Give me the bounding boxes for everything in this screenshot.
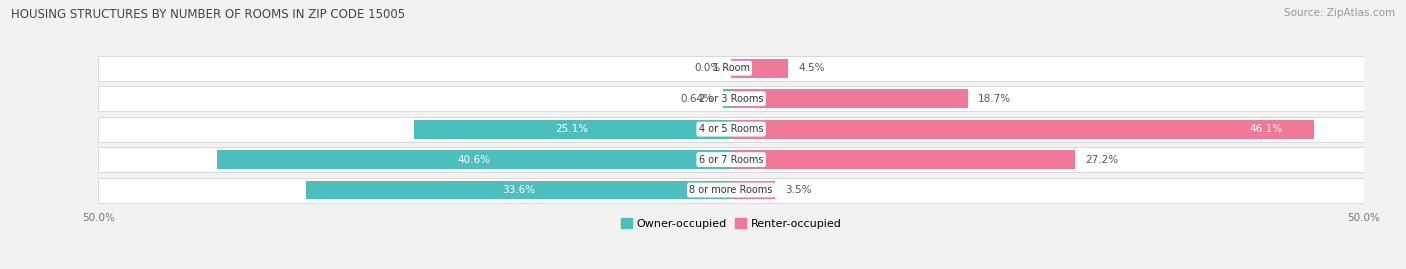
Bar — [723, 89, 731, 108]
Text: 40.6%: 40.6% — [458, 155, 491, 165]
Bar — [98, 117, 1364, 141]
Text: HOUSING STRUCTURES BY NUMBER OF ROOMS IN ZIP CODE 15005: HOUSING STRUCTURES BY NUMBER OF ROOMS IN… — [11, 8, 405, 21]
Bar — [218, 150, 731, 169]
Text: 27.2%: 27.2% — [1085, 155, 1119, 165]
Text: 33.6%: 33.6% — [502, 185, 536, 195]
Bar — [98, 56, 1364, 81]
Bar — [307, 180, 731, 200]
Bar — [731, 120, 1315, 139]
Text: 18.7%: 18.7% — [977, 94, 1011, 104]
Text: 2 or 3 Rooms: 2 or 3 Rooms — [699, 94, 763, 104]
Bar — [413, 120, 731, 139]
Text: 4.5%: 4.5% — [799, 63, 825, 73]
Text: 1 Room: 1 Room — [713, 63, 749, 73]
Bar — [731, 180, 776, 200]
Bar — [731, 150, 1076, 169]
Text: 3.5%: 3.5% — [786, 185, 813, 195]
Bar — [98, 178, 1364, 203]
Text: 25.1%: 25.1% — [555, 124, 589, 134]
Text: 8 or more Rooms: 8 or more Rooms — [689, 185, 773, 195]
Bar — [98, 147, 1364, 172]
Text: 4 or 5 Rooms: 4 or 5 Rooms — [699, 124, 763, 134]
Bar — [98, 86, 1364, 111]
Text: 0.0%: 0.0% — [695, 63, 721, 73]
Text: Source: ZipAtlas.com: Source: ZipAtlas.com — [1284, 8, 1395, 18]
Text: 0.64%: 0.64% — [681, 94, 713, 104]
Text: 6 or 7 Rooms: 6 or 7 Rooms — [699, 155, 763, 165]
Bar — [731, 59, 787, 78]
Text: 46.1%: 46.1% — [1250, 124, 1282, 134]
Bar — [731, 89, 967, 108]
Legend: Owner-occupied, Renter-occupied: Owner-occupied, Renter-occupied — [616, 214, 846, 233]
